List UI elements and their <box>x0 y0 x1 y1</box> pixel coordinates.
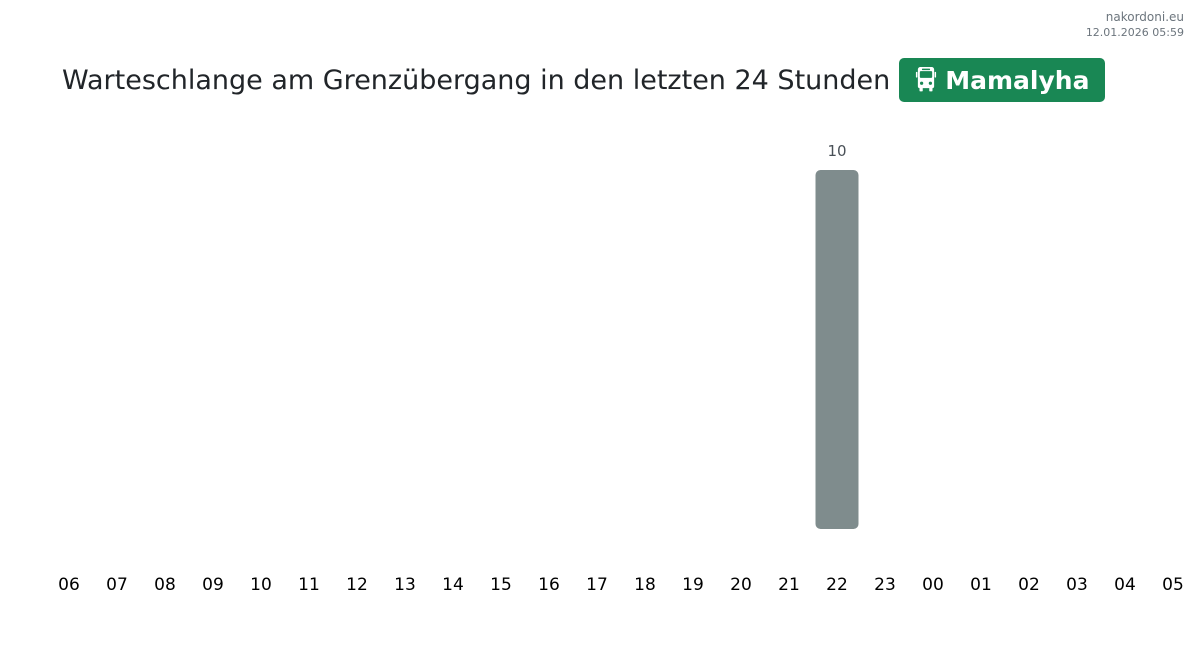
x-tick-label: 14 <box>442 575 464 595</box>
x-tick-label: 13 <box>394 575 416 595</box>
x-tick-label: 21 <box>778 575 800 595</box>
x-tick-label: 23 <box>874 575 896 595</box>
timestamp: 12.01.2026 05:59 <box>1085 26 1184 39</box>
bus-icon <box>916 67 937 92</box>
x-tick-label: 11 <box>298 575 320 595</box>
x-tick-label: 20 <box>730 575 752 595</box>
x-tick-label: 09 <box>202 575 224 595</box>
x-tick-label: 12 <box>346 575 368 595</box>
x-tick-label: 05 <box>1162 575 1184 595</box>
x-tick-label: 04 <box>1114 575 1136 595</box>
x-tick-label: 06 <box>58 575 80 595</box>
badge-label: Mamalyha <box>945 65 1090 95</box>
title-row: Warteschlange am Grenzübergang in den le… <box>62 58 1106 102</box>
x-tick-label: 10 <box>250 575 272 595</box>
x-tick-label: 18 <box>634 575 656 595</box>
x-tick-label: 03 <box>1066 575 1088 595</box>
x-tick-label: 15 <box>490 575 512 595</box>
page-meta: nakordoni.eu 12.01.2026 05:59 <box>1086 9 1184 40</box>
x-tick-label: 01 <box>970 575 992 595</box>
x-tick-label: 08 <box>154 575 176 595</box>
bar-value-label: 10 <box>827 142 846 160</box>
chart-title: Warteschlange am Grenzübergang in den le… <box>62 64 891 96</box>
x-tick-label: 02 <box>1018 575 1040 595</box>
x-tick-label: 16 <box>538 575 560 595</box>
x-tick-label: 17 <box>586 575 608 595</box>
x-tick-label: 19 <box>682 575 704 595</box>
x-tick-label: 22 <box>826 575 848 595</box>
x-tick-label: 00 <box>922 575 944 595</box>
x-tick-label: 07 <box>106 575 128 595</box>
crossing-badge: Mamalyha <box>899 58 1106 102</box>
bar-22 <box>815 170 859 529</box>
site-name: nakordoni.eu <box>1105 10 1184 24</box>
